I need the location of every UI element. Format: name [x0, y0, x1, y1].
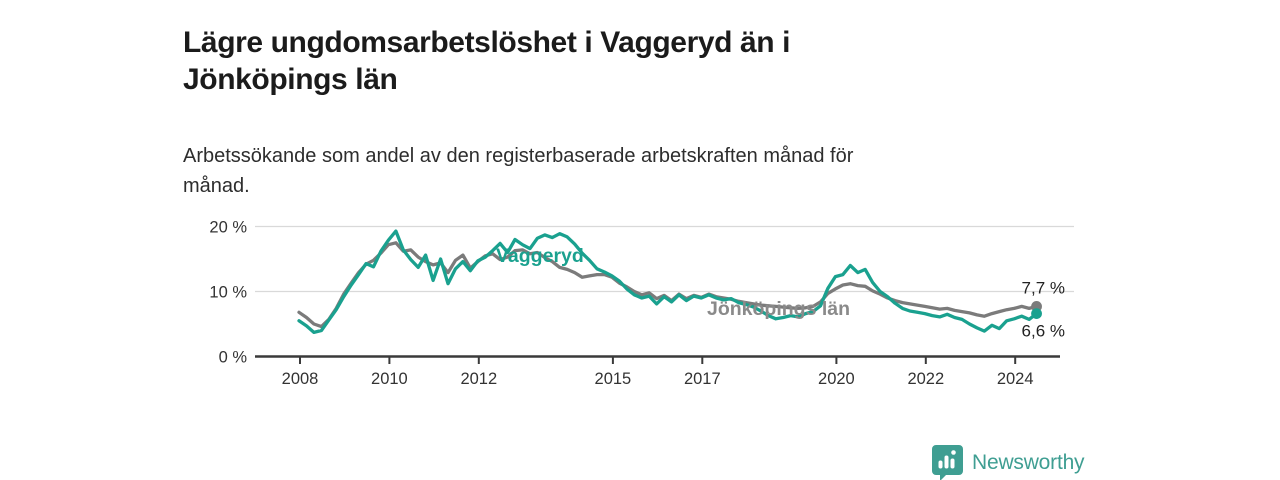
- newsworthy-logo: Newsworthy: [932, 445, 1085, 480]
- x-tick-label: 2017: [684, 370, 721, 388]
- x-tick-label: 2024: [997, 370, 1034, 388]
- y-tick-label: 10 %: [209, 284, 247, 302]
- x-tick-label: 2012: [460, 370, 497, 388]
- series-label: Vaggeryd: [496, 245, 584, 267]
- y-tick-label: 0 %: [219, 349, 248, 367]
- series-label: Jönköpings län: [707, 298, 850, 320]
- vaggeryd-end-dot: [1031, 308, 1042, 319]
- end-value-label: 7,7 %: [1022, 278, 1065, 297]
- end-value-label: 6,6 %: [1022, 322, 1065, 341]
- vaggeryd-line: [297, 229, 1039, 335]
- chart-title: Lägre ungdomsarbetslöshet i Vaggeryd än …: [183, 26, 791, 97]
- y-tick-label: 20 %: [209, 219, 247, 237]
- chart-subtitle: Arbetssökande som andel av den registerb…: [183, 145, 854, 197]
- x-tick-label: 2022: [907, 370, 944, 388]
- brand-name: Newsworthy: [972, 451, 1085, 474]
- x-tick-label: 2010: [371, 370, 408, 388]
- x-tick-label: 2008: [282, 370, 319, 388]
- x-tick-label: 2015: [595, 370, 632, 388]
- x-tick-label: 2020: [818, 370, 855, 388]
- newsworthy-pin-barchart-icon: [932, 445, 963, 480]
